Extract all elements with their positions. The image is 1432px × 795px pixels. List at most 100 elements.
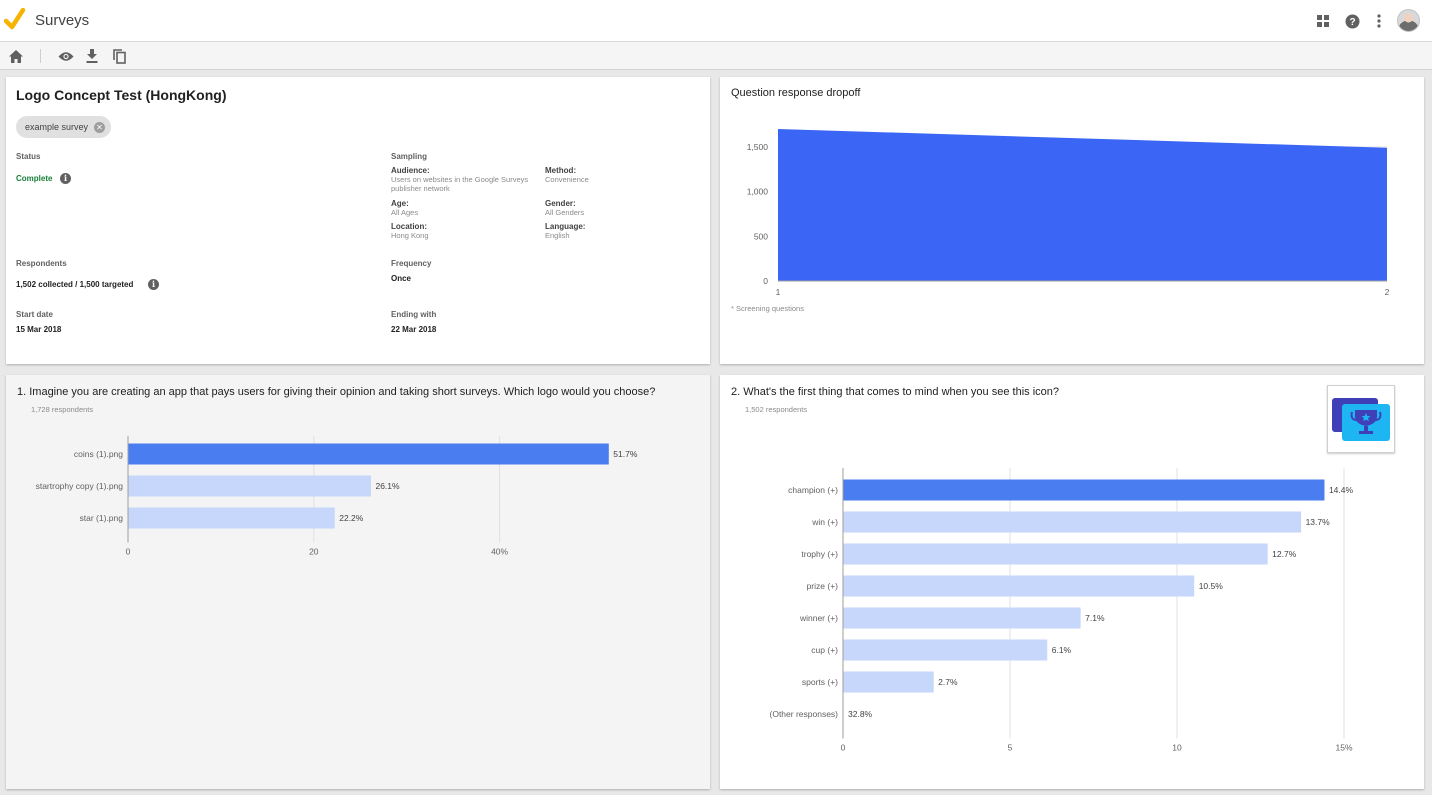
- q2-x-tick: 5: [1008, 743, 1013, 753]
- frequency-value: Once: [391, 274, 412, 283]
- end-date-value: 22 Mar 2018: [391, 325, 437, 334]
- sampling-label: Sampling: [391, 152, 428, 161]
- method-label: Method:: [545, 166, 577, 175]
- question2-respondents: 1,502 respondents: [745, 405, 808, 414]
- preview-eye-icon[interactable]: [57, 47, 75, 65]
- method-value: Convenience: [545, 175, 589, 184]
- question1-heading: 1. Imagine you are creating an app that …: [17, 386, 656, 398]
- q1-value-label: 26.1%: [375, 481, 400, 491]
- q2-category-label: winner (+): [799, 613, 838, 623]
- q1-x-tick: 20: [309, 547, 319, 557]
- age-label: Age:: [391, 199, 409, 208]
- survey-title: Logo Concept Test (HongKong): [16, 87, 227, 103]
- frequency-label: Frequency: [391, 259, 432, 268]
- q2-category-label: (Other responses): [770, 709, 839, 719]
- age-value: All Ages: [391, 208, 419, 217]
- respondents-label: Respondents: [16, 259, 67, 268]
- q2-bar[interactable]: [843, 639, 1048, 661]
- status-value: Complete: [16, 174, 53, 183]
- respondents-value: 1,502 collected / 1,500 targeted: [16, 280, 134, 289]
- toolbar-divider: [40, 49, 41, 63]
- dropoff-y-tick: 1,500: [747, 142, 769, 152]
- dropoff-x-tick: 2: [1385, 287, 1390, 297]
- toolbar: [0, 42, 1432, 70]
- respondents-info-icon[interactable]: i: [148, 279, 159, 290]
- question1-chart: 0 20 40% coins (1).png 51.7% startrophy copy …: [36, 436, 638, 557]
- q2-category-label: sports (+): [802, 677, 838, 687]
- q1-category-label: coins (1).png: [74, 449, 123, 459]
- gender-value: All Genders: [545, 208, 585, 217]
- copy-icon[interactable]: [110, 47, 128, 65]
- q1-value-label: 51.7%: [613, 449, 638, 459]
- q2-category-label: win (+): [811, 517, 838, 527]
- app-bar: Surveys ?: [0, 0, 1432, 42]
- location-value: Hong Kong: [391, 231, 429, 240]
- q2-bar[interactable]: [843, 575, 1195, 597]
- q2-bar[interactable]: [843, 479, 1325, 501]
- checkmark-logo-icon[interactable]: [4, 8, 26, 32]
- q1-bar[interactable]: [128, 475, 371, 497]
- status-label: Status: [16, 152, 41, 161]
- q1-value-label: 22.2%: [339, 513, 364, 523]
- q2-x-tick: 15%: [1335, 743, 1352, 753]
- dropoff-area[interactable]: [778, 129, 1387, 281]
- trophy-card-icon: [1332, 398, 1390, 441]
- audience-value: Users on websites in the Google Surveys …: [391, 175, 529, 193]
- q2-value-label: 7.1%: [1085, 613, 1105, 623]
- q1-x-tick: 0: [126, 547, 131, 557]
- question1-card: 1. Imagine you are creating an app that …: [6, 375, 710, 789]
- more-vert-icon[interactable]: [1370, 12, 1388, 30]
- start-date-label: Start date: [16, 310, 53, 319]
- location-label: Location:: [391, 222, 427, 231]
- dropoff-card: Question response dropoff 0 500 1,000 1,500…: [720, 77, 1424, 364]
- dropoff-y-tick: 0: [763, 276, 768, 286]
- q2-x-tick: 10: [1172, 743, 1182, 753]
- apps-grid-icon[interactable]: [1314, 12, 1332, 30]
- dropoff-x-tick: 1: [776, 287, 781, 297]
- q2-bar[interactable]: [843, 543, 1268, 565]
- avatar[interactable]: [1397, 9, 1420, 32]
- help-icon[interactable]: ?: [1343, 12, 1361, 30]
- question2-chart: 0 5 10 15% champion (+) 14.4% win (+) 13.7% trop…: [770, 468, 1354, 753]
- question1-respondents: 1,728 respondents: [31, 405, 94, 414]
- download-icon[interactable]: [83, 47, 101, 65]
- q2-bar[interactable]: [843, 607, 1081, 629]
- q2-value-label: 12.7%: [1272, 549, 1297, 559]
- q2-bar[interactable]: [843, 671, 934, 693]
- q2-bar[interactable]: [843, 511, 1302, 533]
- q2-value-label: 10.5%: [1199, 581, 1224, 591]
- q1-bar[interactable]: [128, 443, 609, 465]
- q2-category-label: cup (+): [811, 645, 838, 655]
- gender-label: Gender:: [545, 199, 576, 208]
- survey-summary-card: Logo Concept Test (HongKong) example sur…: [6, 77, 710, 364]
- q2-category-label: champion (+): [788, 485, 838, 495]
- survey-tag-label: example survey: [25, 122, 89, 132]
- dropoff-y-tick: 500: [754, 231, 768, 241]
- remove-tag-icon[interactable]: ✕: [94, 121, 106, 133]
- q1-category-label: star (1).png: [80, 513, 124, 523]
- question2-card: 2. What's the first thing that comes to …: [720, 375, 1424, 789]
- q2-category-label: trophy (+): [801, 549, 838, 559]
- end-date-label: Ending with: [391, 310, 437, 319]
- q1-x-tick: 40%: [491, 547, 508, 557]
- q2-value-label: 32.8%: [848, 709, 873, 719]
- app-title: Surveys: [35, 12, 90, 29]
- q2-value-label: 6.1%: [1052, 645, 1072, 655]
- dropoff-y-tick: 1,000: [747, 187, 769, 197]
- question2-heading: 2. What's the first thing that comes to …: [731, 386, 1059, 398]
- q2-value-label: 13.7%: [1306, 517, 1331, 527]
- start-date-value: 15 Mar 2018: [16, 325, 62, 334]
- survey-tag-chip[interactable]: example survey ✕: [16, 116, 112, 138]
- dropoff-chart: 0 500 1,000 1,500 1 2: [747, 129, 1390, 297]
- q2-x-tick: 0: [841, 743, 846, 753]
- status-info-icon[interactable]: i: [60, 173, 71, 184]
- q2-value-label: 2.7%: [938, 677, 958, 687]
- dropoff-footnote: * Screening questions: [731, 304, 804, 313]
- q1-bar[interactable]: [128, 507, 335, 529]
- home-icon[interactable]: [7, 47, 25, 65]
- question2-icon-thumbnail[interactable]: [1327, 385, 1395, 453]
- svg-text:?: ?: [1349, 17, 1355, 28]
- language-label: Language:: [545, 222, 586, 231]
- q2-category-label: prize (+): [807, 581, 839, 591]
- language-value: English: [545, 231, 570, 240]
